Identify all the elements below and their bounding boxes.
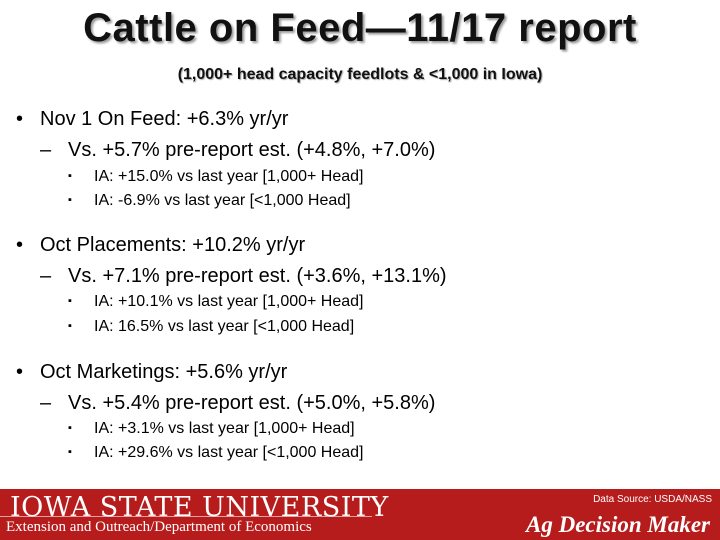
bullet-placements: • Oct Placements: +10.2% yr/yr: [16, 234, 305, 257]
detail-text: IA: -6.9% vs last year [<1,000 Head]: [94, 192, 351, 209]
detail-text: IA: 16.5% vs last year [<1,000 Head]: [94, 318, 355, 335]
square-bullet: ▪: [68, 194, 72, 206]
bullet-dot: •: [16, 361, 24, 383]
bullet-text: Oct Marketings: +5.6% yr/yr: [40, 361, 288, 383]
square-bullet: ▪: [68, 446, 72, 458]
dash-mark: –: [40, 265, 52, 287]
bullet-marketings: • Oct Marketings: +5.6% yr/yr: [16, 361, 287, 384]
detail-marketings-large: ▪ IA: +3.1% vs last year [1,000+ Head]: [68, 420, 355, 438]
detail-on-feed-large: ▪ IA: +15.0% vs last year [1,000+ Head]: [68, 168, 364, 186]
dash-mark: –: [40, 139, 52, 161]
detail-text: IA: +29.6% vs last year [<1,000 Head]: [94, 444, 364, 461]
data-source: Data Source: USDA/NASS: [593, 494, 712, 505]
sub-bullet-text: Vs. +5.7% pre-report est. (+4.8%, +7.0%): [68, 139, 436, 161]
sub-bullet-text: Vs. +7.1% pre-report est. (+3.6%, +13.1%…: [68, 265, 447, 287]
bullet-text: Oct Placements: +10.2% yr/yr: [40, 234, 306, 256]
footer-bar: [0, 489, 720, 540]
square-bullet: ▪: [68, 320, 72, 332]
slide-subtitle: (1,000+ head capacity feedlots & <1,000 …: [177, 66, 543, 83]
detail-on-feed-small: ▪ IA: -6.9% vs last year [<1,000 Head]: [68, 192, 351, 210]
bullet-text: Nov 1 On Feed: +6.3% yr/yr: [40, 108, 289, 130]
sub-bullet-text: Vs. +5.4% pre-report est. (+5.0%, +5.8%): [68, 392, 436, 414]
extension-text: Extension and Outreach/Department of Eco…: [6, 519, 312, 535]
square-bullet: ▪: [68, 295, 72, 307]
ag-decision-maker-logo: Ag Decision Maker: [526, 512, 710, 537]
slide-title: Cattle on Feed—11/17 report: [83, 6, 637, 50]
isu-logo: IOWA STATE UNIVERSITY: [10, 492, 389, 523]
footer-divider: [0, 516, 372, 517]
square-bullet: ▪: [68, 170, 72, 182]
sub-bullet-placements-estimate: – Vs. +7.1% pre-report est. (+3.6%, +13.1…: [40, 265, 447, 288]
bullet-dot: •: [16, 108, 24, 130]
detail-text: IA: +10.1% vs last year [1,000+ Head]: [94, 293, 364, 310]
detail-placements-small: ▪ IA: 16.5% vs last year [<1,000 Head]: [68, 318, 354, 336]
detail-placements-large: ▪ IA: +10.1% vs last year [1,000+ Head]: [68, 293, 364, 311]
bullet-on-feed: • Nov 1 On Feed: +6.3% yr/yr: [16, 108, 288, 131]
sub-bullet-marketings-estimate: – Vs. +5.4% pre-report est. (+5.0%, +5.8%…: [40, 392, 435, 415]
square-bullet: ▪: [68, 422, 72, 434]
bullet-dot: •: [16, 234, 24, 256]
detail-marketings-small: ▪ IA: +29.6% vs last year [<1,000 Head]: [68, 444, 364, 462]
sub-bullet-on-feed-estimate: – Vs. +5.7% pre-report est. (+4.8%, +7.0%…: [40, 139, 435, 162]
dash-mark: –: [40, 392, 52, 414]
detail-text: IA: +3.1% vs last year [1,000+ Head]: [94, 420, 355, 437]
detail-text: IA: +15.0% vs last year [1,000+ Head]: [94, 168, 364, 185]
